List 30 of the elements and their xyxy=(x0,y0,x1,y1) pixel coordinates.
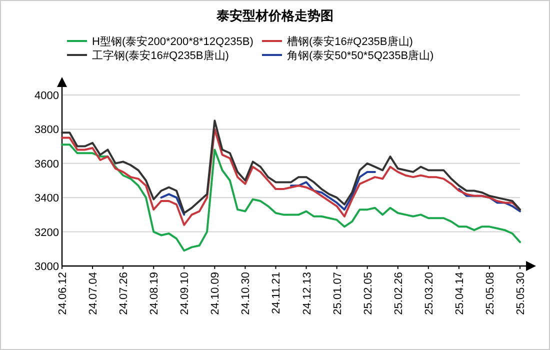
x-tick-label: 24.12.13 xyxy=(301,272,314,315)
y-tick-label: 3600 xyxy=(34,158,59,170)
legend-label: H型钢(泰安200*200*8*12Q235B) xyxy=(92,35,254,48)
x-tick-label: 24.10.09 xyxy=(210,272,222,315)
line-series xyxy=(61,120,521,214)
x-tick-label: 25.05.30 xyxy=(515,272,527,315)
x-tick-label: 24.07.04 xyxy=(88,272,100,315)
legend-label: 槽钢(泰安16#Q235B唐山) xyxy=(287,35,413,48)
legend-label: 工字钢(泰安16#Q235B唐山) xyxy=(92,49,229,62)
x-tick-label: 24.11.21 xyxy=(270,272,283,314)
y-tick-label: 3000 xyxy=(34,261,59,273)
x-tick-label: 25.03.20 xyxy=(423,272,436,315)
x-tick-label: 25.04.14 xyxy=(454,272,466,315)
x-tick-label: 25.05.08 xyxy=(484,272,496,315)
line-series xyxy=(61,144,521,252)
line-series xyxy=(61,128,521,226)
x-tick-label: 24.10.30 xyxy=(240,272,252,315)
y-tick-label: 3200 xyxy=(34,226,59,239)
y-tick-label: 3400 xyxy=(34,192,59,205)
y-tick-label: 3800 xyxy=(34,124,59,136)
x-tick-label: 24.08.19 xyxy=(148,272,161,315)
x-tick-label: 25.01.07 xyxy=(332,272,344,315)
legend-label: 角钢(泰安50*50*5Q235B唐山) xyxy=(287,49,434,62)
x-tick-label: 24.06.12 xyxy=(57,272,69,315)
x-tick-label: 24.09.10 xyxy=(179,272,192,315)
chart-title: 泰安型材价格走势图 xyxy=(216,8,334,23)
y-tick-label: 4000 xyxy=(34,90,59,102)
x-tick-label: 24.07.26 xyxy=(118,272,130,315)
x-tick-label: 25.02.26 xyxy=(392,272,405,315)
x-tick-label: 25.02.05 xyxy=(362,272,374,315)
